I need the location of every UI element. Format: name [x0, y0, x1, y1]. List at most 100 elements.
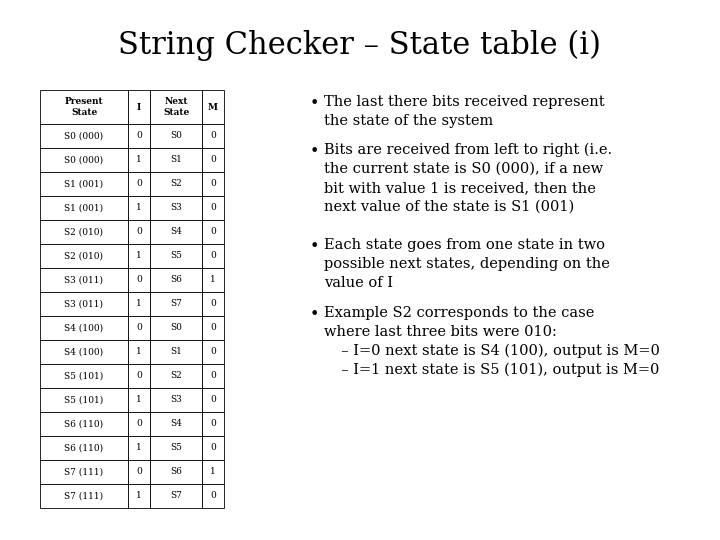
Text: 0: 0 [136, 179, 142, 188]
Bar [40, 90, 128, 124]
Text: S3: S3 [170, 395, 182, 404]
Text: 0: 0 [136, 323, 142, 333]
Bar [202, 388, 224, 412]
Text: 1: 1 [136, 395, 142, 404]
Text: S1 (001): S1 (001) [64, 204, 104, 213]
Bar [40, 316, 128, 340]
Bar [128, 292, 150, 316]
Text: S2 (010): S2 (010) [65, 227, 104, 237]
Text: possible next states, depending on the: possible next states, depending on the [324, 257, 610, 271]
Text: 1: 1 [136, 491, 142, 501]
Text: 0: 0 [136, 132, 142, 140]
Text: S0 (000): S0 (000) [64, 156, 104, 165]
Text: S1: S1 [170, 348, 182, 356]
Text: S7: S7 [170, 300, 182, 308]
Text: S7: S7 [170, 491, 182, 501]
Bar [150, 460, 202, 484]
Text: 1: 1 [136, 252, 142, 260]
Bar [40, 148, 128, 172]
Text: S6: S6 [170, 468, 182, 476]
Bar [202, 364, 224, 388]
Text: S7 (111): S7 (111) [64, 491, 104, 501]
Text: 0: 0 [210, 323, 216, 333]
Text: String Checker – State table (i): String Checker – State table (i) [119, 29, 601, 60]
Bar [202, 316, 224, 340]
Text: S0: S0 [170, 323, 182, 333]
Text: Example S2 corresponds to the case: Example S2 corresponds to the case [324, 306, 595, 320]
Bar [202, 436, 224, 460]
Bar [128, 340, 150, 364]
Text: S6 (110): S6 (110) [64, 420, 104, 429]
Text: 0: 0 [210, 132, 216, 140]
Bar [40, 364, 128, 388]
Text: S6: S6 [170, 275, 182, 285]
Text: 1: 1 [136, 204, 142, 213]
Text: S1 (001): S1 (001) [64, 179, 104, 188]
Bar [150, 172, 202, 196]
Bar [202, 484, 224, 508]
Bar [128, 90, 150, 124]
Text: I: I [137, 103, 141, 111]
Text: 1: 1 [136, 348, 142, 356]
Text: Present
State: Present State [65, 97, 103, 117]
Bar [202, 90, 224, 124]
Bar [128, 436, 150, 460]
Bar [128, 220, 150, 244]
Bar [150, 268, 202, 292]
Bar [202, 292, 224, 316]
Text: S5: S5 [170, 252, 182, 260]
Text: 0: 0 [136, 227, 142, 237]
Text: 0: 0 [210, 300, 216, 308]
Text: S1: S1 [170, 156, 182, 165]
Bar [202, 412, 224, 436]
Bar [202, 172, 224, 196]
Text: The last there bits received represent: The last there bits received represent [324, 95, 605, 109]
Text: 0: 0 [210, 179, 216, 188]
Text: 0: 0 [210, 204, 216, 213]
Bar [128, 412, 150, 436]
Bar [202, 124, 224, 148]
Text: •: • [310, 143, 320, 160]
Bar [40, 124, 128, 148]
Text: 0: 0 [210, 395, 216, 404]
Text: where last three bits were 010:: where last three bits were 010: [324, 325, 557, 339]
Text: S2: S2 [170, 179, 182, 188]
Text: Each state goes from one state in two: Each state goes from one state in two [324, 238, 605, 252]
Bar [150, 244, 202, 268]
Bar [150, 196, 202, 220]
Bar [40, 268, 128, 292]
Text: M: M [208, 103, 218, 111]
Text: 0: 0 [210, 491, 216, 501]
Bar [202, 220, 224, 244]
Text: Bits are received from left to right (i.e.: Bits are received from left to right (i.… [324, 143, 612, 157]
Text: bit with value 1 is received, then the: bit with value 1 is received, then the [324, 181, 596, 195]
Text: 0: 0 [136, 420, 142, 429]
Bar [128, 316, 150, 340]
Text: value of I: value of I [324, 276, 393, 290]
Bar [202, 244, 224, 268]
Text: S3 (011): S3 (011) [65, 300, 104, 308]
Text: S0 (000): S0 (000) [64, 132, 104, 140]
Text: 1: 1 [210, 468, 216, 476]
Bar [150, 364, 202, 388]
Text: S3 (011): S3 (011) [65, 275, 104, 285]
Bar [128, 484, 150, 508]
Bar [40, 196, 128, 220]
Bar [40, 340, 128, 364]
Bar [202, 340, 224, 364]
Bar [202, 196, 224, 220]
Text: – I=0 next state is S4 (100), output is M=0: – I=0 next state is S4 (100), output is … [332, 344, 660, 359]
Text: S5 (101): S5 (101) [64, 372, 104, 381]
Text: 0: 0 [210, 348, 216, 356]
Bar [202, 268, 224, 292]
Bar [202, 148, 224, 172]
Text: 0: 0 [210, 443, 216, 453]
Text: S2: S2 [170, 372, 182, 381]
Text: S2 (010): S2 (010) [65, 252, 104, 260]
Bar [128, 244, 150, 268]
Text: 0: 0 [136, 275, 142, 285]
Bar [40, 244, 128, 268]
Text: 0: 0 [136, 468, 142, 476]
Text: S4: S4 [170, 227, 182, 237]
Bar [128, 460, 150, 484]
